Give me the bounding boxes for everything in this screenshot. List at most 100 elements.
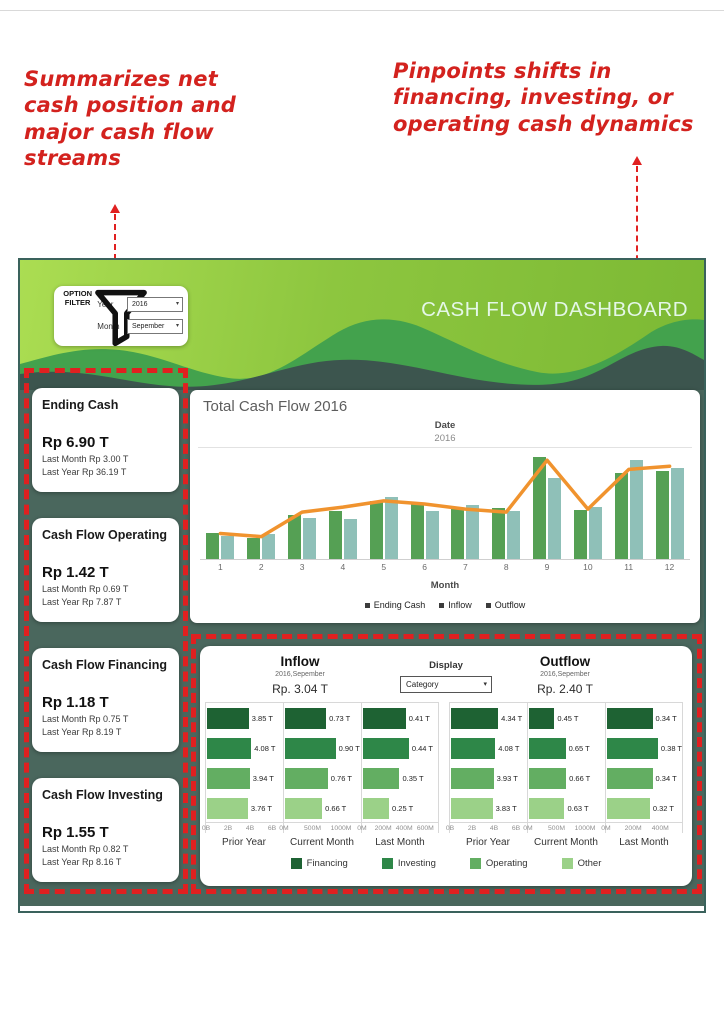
kpi-last-year: Last Year Rp 7.87 T <box>42 597 122 607</box>
bar-pair <box>281 448 323 560</box>
inflow-outflow-panel: Inflow 2016,Sepember Rp. 3.04 T Display … <box>200 646 692 886</box>
bar-pair <box>567 448 609 560</box>
column-label: Prior Year <box>222 837 266 848</box>
legend-swatch <box>290 858 302 869</box>
inflow-total: Rp. 3.04 T <box>272 682 328 696</box>
axis-tick-label: 4B <box>245 825 255 832</box>
bar-pair <box>322 448 364 560</box>
inflow-bar[interactable] <box>288 514 302 559</box>
flow-column: 0.41 T 0.44 T 0.35 T 0.25 T 0M 200M 400M 600M La… <box>357 702 439 848</box>
financing-bar[interactable] <box>529 707 555 729</box>
legend-swatch <box>364 602 370 608</box>
financing-bar[interactable] <box>363 707 406 729</box>
month-dropdown-value: Sepember <box>132 323 165 331</box>
month-group: 7 <box>444 448 486 574</box>
inflow-bar[interactable] <box>410 502 424 559</box>
operating-bar[interactable] <box>285 767 328 789</box>
flow-rows: 0.73 T 0.90 T 0.76 T 0.66 T <box>283 702 361 822</box>
outflow-bar[interactable] <box>629 460 643 559</box>
category-legend: Financing Investing Operating Other <box>200 858 692 869</box>
flow-column: 0.45 T 0.65 T 0.66 T 0.63 T 0M 500M 1000M Curre… <box>523 702 605 848</box>
inflow-bar[interactable] <box>614 473 628 559</box>
outflow-bar[interactable] <box>262 533 276 559</box>
kpi-card-value: Rp 1.18 T <box>42 694 109 711</box>
operating-bar[interactable] <box>607 767 653 789</box>
axis-tick-label: 1000M <box>574 825 596 832</box>
inflow-bar[interactable] <box>655 471 669 559</box>
outflow-title: Outflow <box>539 654 591 669</box>
month-group: 10 <box>567 448 609 574</box>
arrow-up-icon <box>110 204 120 213</box>
investing-bar[interactable] <box>207 737 252 759</box>
flow-column: 0.34 T 0.38 T 0.34 T 0.32 T 0M 200M 400M Last M… <box>601 702 683 848</box>
inflow-bar[interactable] <box>492 507 506 559</box>
operating-bar[interactable] <box>363 767 400 789</box>
display-label: Display <box>429 660 463 671</box>
inflow-bar[interactable] <box>573 509 587 559</box>
x-tick-label: 8 <box>503 562 509 572</box>
inflow-bar[interactable] <box>533 457 547 559</box>
kpi-card-value: Rp 1.55 T <box>42 824 109 841</box>
investing-bar[interactable] <box>607 737 658 759</box>
legend-label: Investing <box>397 858 436 869</box>
axis-tick-label: 6B <box>511 825 521 832</box>
bar-value-label: 3.76 T <box>250 803 272 813</box>
dashboard-header: CASH FLOW DASHBOARD OPTION FILTER Year <box>20 260 704 390</box>
outflow-bar[interactable] <box>670 468 684 559</box>
outflow-bar[interactable] <box>548 478 562 559</box>
inflow-bar[interactable] <box>369 501 383 559</box>
investing-bar[interactable] <box>529 737 566 759</box>
investing-bar[interactable] <box>285 737 336 759</box>
bar-value-label: 0.38 T <box>660 743 683 753</box>
financing-bar[interactable] <box>607 707 653 729</box>
investing-bar[interactable] <box>363 737 409 759</box>
outflow-bar[interactable] <box>507 510 521 559</box>
other-bar[interactable] <box>207 797 248 819</box>
bar-pair <box>404 448 445 560</box>
axis-tick-label: 0M <box>601 825 611 832</box>
inflow-chart: 3.85 T 4.08 T 3.94 T 3.76 T 0B 2B 4B 6B Prior Ye… <box>201 702 439 848</box>
operating-bar[interactable] <box>451 767 494 789</box>
kpi-card-title: Ending Cash <box>42 398 119 412</box>
investing-bar[interactable] <box>451 737 496 759</box>
outflow-bar[interactable] <box>343 518 357 559</box>
bar-value-label: 0.65 T <box>568 743 590 753</box>
flow-row: 0.63 T <box>528 793 605 823</box>
outflow-bar[interactable] <box>425 510 439 559</box>
other-bar[interactable] <box>451 797 493 819</box>
column-label: Current Month <box>534 837 598 848</box>
other-bar[interactable] <box>607 797 650 819</box>
chart-legend: Ending Cash Inflow Outflow <box>190 600 700 610</box>
legend-label: Ending Cash <box>373 600 426 610</box>
operating-bar[interactable] <box>207 767 250 789</box>
outflow-bar[interactable] <box>221 535 235 559</box>
flow-charts: 3.85 T 4.08 T 3.94 T 3.76 T 0B 2B 4B 6B Prior Ye… <box>201 702 687 848</box>
inflow-bar[interactable] <box>206 532 220 559</box>
bar-pair <box>444 448 486 560</box>
bar-pair <box>649 448 690 560</box>
year-dropdown[interactable]: 2016 ▾ <box>127 296 183 312</box>
financing-bar[interactable] <box>207 707 249 729</box>
month-dropdown[interactable]: Sepember ▾ <box>127 319 183 335</box>
display-dropdown[interactable]: Category ▾ <box>400 676 492 693</box>
other-bar[interactable] <box>363 797 390 819</box>
other-bar[interactable] <box>285 797 323 819</box>
outflow-chart: 4.34 T 4.08 T 3.93 T 3.83 T 0B 2B 4B 6B Prior Ye… <box>446 702 683 848</box>
financing-bar[interactable] <box>285 707 327 729</box>
financing-bar[interactable] <box>451 707 499 729</box>
month-label: Month <box>97 321 120 331</box>
inflow-bar[interactable] <box>451 508 465 559</box>
outflow-bar[interactable] <box>384 497 398 559</box>
inflow-bar[interactable] <box>328 510 342 559</box>
flow-row: 3.93 T <box>450 763 527 793</box>
other-bar[interactable] <box>529 797 565 819</box>
outflow-bar[interactable] <box>303 517 317 559</box>
bar-value-label: 0.90 T <box>338 743 360 753</box>
outflow-bar[interactable] <box>466 504 480 559</box>
bar-value-label: 3.85 T <box>251 713 273 723</box>
bar-value-label: 4.08 T <box>254 743 276 753</box>
axis-tick-label: 0B <box>201 825 211 832</box>
inflow-bar[interactable] <box>247 537 261 559</box>
outflow-bar[interactable] <box>588 506 602 559</box>
operating-bar[interactable] <box>529 767 567 789</box>
